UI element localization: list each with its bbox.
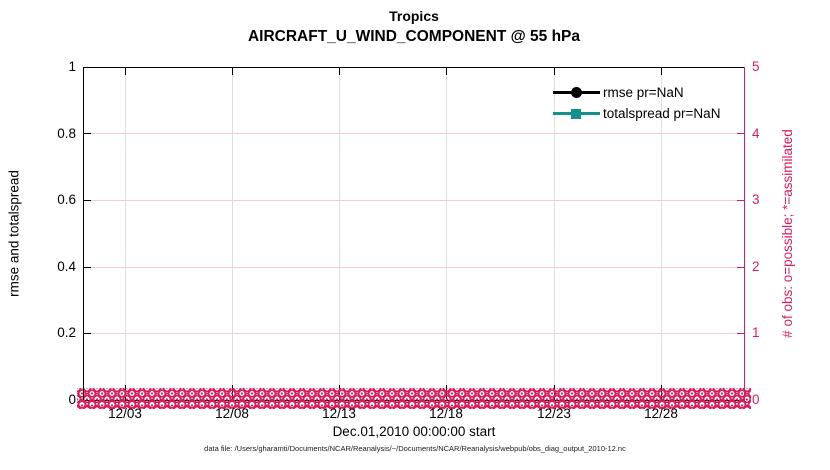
x-tick-top [339, 68, 340, 75]
y-axis-label-right: # of obs: o=possible; *=assimilated [780, 129, 795, 338]
y-tick-right [737, 133, 744, 134]
title-block: Tropics AIRCRAFT_U_WIND_COMPONENT @ 55 h… [83, 6, 745, 48]
vgrid-line [554, 67, 555, 400]
vgrid-line [661, 67, 662, 400]
hgrid-line [83, 200, 745, 201]
vgrid-line [232, 67, 233, 400]
x-tick-top [661, 68, 662, 75]
xtick-label: 12/28 [644, 406, 678, 421]
data-file-footer: data file: /Users/gharamti/Documents/NCA… [204, 444, 626, 453]
y-tick-right [737, 200, 744, 201]
axis-right [743, 67, 745, 400]
ytick-label-left: 0.2 [57, 325, 76, 340]
chart-title: Tropics [389, 8, 439, 24]
xtick-label: 12/03 [108, 406, 142, 421]
axis-top [83, 67, 745, 68]
circle-marker-icon [571, 87, 582, 98]
y-tick-left [84, 133, 91, 134]
legend-entry-rmse: rmse pr=NaN [553, 82, 720, 103]
x-tick-top [554, 68, 555, 75]
vgrid-line [446, 67, 447, 400]
ytick-label-right: 2 [752, 259, 760, 274]
hgrid-line [83, 333, 745, 334]
y-tick-right [737, 333, 744, 334]
xtick-label: 12/08 [215, 406, 249, 421]
y-tick-left [84, 200, 91, 201]
square-marker-icon [571, 108, 581, 119]
vgrid-line [339, 67, 340, 400]
ytick-label-right: 5 [752, 59, 760, 74]
xtick-label: 12/23 [537, 406, 571, 421]
ytick-label-left: 0.4 [57, 259, 76, 274]
ytick-label-right: 4 [752, 126, 760, 141]
ytick-label-left: 0.8 [57, 126, 76, 141]
y-tick-right [737, 267, 744, 268]
hgrid-line [83, 133, 745, 134]
xtick-label: 12/13 [322, 406, 356, 421]
chart-subtitle: AIRCRAFT_U_WIND_COMPONENT @ 55 hPa [247, 28, 581, 45]
ytick-label-right: 1 [752, 325, 760, 340]
x-tick-top [446, 68, 447, 75]
legend-entry-totalspread: totalspread pr=NaN [553, 103, 720, 124]
y-tick-left [84, 333, 91, 334]
legend: rmse pr=NaN totalspread pr=NaN [553, 82, 720, 124]
axis-left [83, 67, 84, 400]
xtick-label: 12/18 [429, 406, 463, 421]
obs-markers-band [77, 388, 751, 409]
legend-label-totalspread: totalspread pr=NaN [603, 106, 721, 121]
legend-label-rmse: rmse pr=NaN [603, 85, 684, 100]
hgrid-line [83, 267, 745, 268]
ytick-label-right: 3 [752, 192, 760, 207]
ytick-label-left: 0.6 [57, 192, 76, 207]
ytick-label-left: 1 [68, 59, 76, 74]
ytick-label-right: 0 [752, 392, 760, 407]
y-tick-left [84, 267, 91, 268]
x-tick-top [125, 68, 126, 75]
ytick-label-left: 0 [68, 392, 76, 407]
x-axis-label: Dec.01,2010 00:00:00 start [332, 424, 496, 439]
y-axis-label-left: rmse and totalspread [6, 170, 22, 297]
x-tick-top [232, 68, 233, 75]
vgrid-line [125, 67, 126, 400]
